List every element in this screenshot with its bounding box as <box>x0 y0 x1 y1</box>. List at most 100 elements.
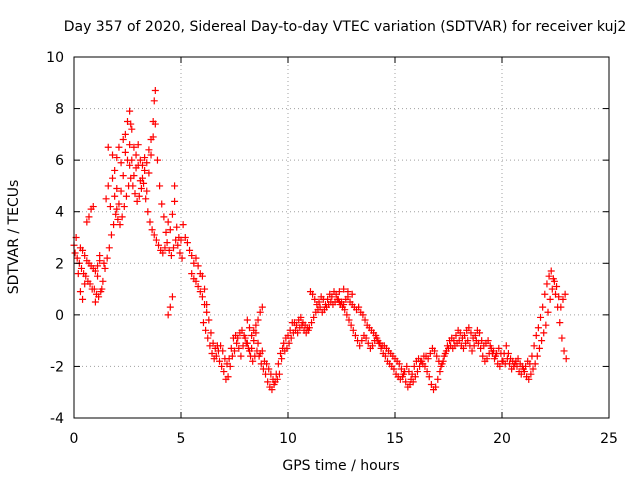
data-point <box>349 326 357 334</box>
data-point <box>113 205 121 213</box>
data-point <box>166 303 174 311</box>
data-point <box>531 360 539 368</box>
data-point <box>310 313 318 321</box>
data-point <box>119 136 127 144</box>
data-point <box>557 303 565 311</box>
data-point <box>311 295 319 303</box>
y-tick-label: 10 <box>46 50 64 66</box>
x-tick-label: 25 <box>600 431 618 447</box>
data-point <box>268 386 276 394</box>
data-point <box>270 380 278 388</box>
data-point <box>277 350 285 358</box>
data-point <box>91 267 99 275</box>
data-point <box>356 342 364 350</box>
data-point <box>547 267 555 275</box>
data-point <box>140 179 148 187</box>
data-point <box>426 350 434 358</box>
data-point <box>540 329 548 337</box>
data-point <box>476 329 484 337</box>
data-point <box>138 161 146 169</box>
data-point <box>255 352 263 360</box>
data-point <box>237 352 245 360</box>
x-tick-label: 15 <box>386 431 404 447</box>
data-point <box>148 226 156 234</box>
data-point <box>465 324 473 332</box>
data-point <box>79 295 87 303</box>
data-point <box>491 355 499 363</box>
data-point <box>535 344 543 352</box>
data-point <box>149 117 157 125</box>
data-point <box>503 355 511 363</box>
data-point <box>297 313 305 321</box>
data-point <box>164 218 172 226</box>
data-point <box>179 221 187 229</box>
data-point <box>183 239 191 247</box>
data-point <box>127 120 135 128</box>
data-point <box>510 362 518 370</box>
data-point <box>106 203 114 211</box>
data-point <box>256 308 264 316</box>
data-point <box>146 218 154 226</box>
data-point <box>361 316 369 324</box>
data-point <box>395 360 403 368</box>
data-point <box>120 203 128 211</box>
data-point <box>242 339 250 347</box>
data-point <box>249 357 257 365</box>
data-point <box>373 334 381 342</box>
data-point <box>502 342 510 350</box>
data-point <box>377 344 385 352</box>
data-point <box>158 200 166 208</box>
data-point <box>104 143 112 151</box>
data-point <box>272 370 280 378</box>
data-point <box>273 375 281 383</box>
data-point <box>156 182 164 190</box>
data-point <box>144 208 152 216</box>
data-point <box>402 378 410 386</box>
data-point <box>142 195 150 203</box>
data-point <box>219 347 227 355</box>
data-point <box>202 326 210 334</box>
data-point <box>287 334 295 342</box>
data-point <box>443 342 451 350</box>
data-point <box>413 368 421 376</box>
data-point <box>259 365 267 373</box>
data-point <box>126 107 134 115</box>
data-point <box>130 172 138 180</box>
data-point <box>556 319 564 327</box>
data-point <box>168 210 176 218</box>
data-point <box>122 192 130 200</box>
data-point <box>514 355 522 363</box>
data-point <box>130 143 138 151</box>
data-point <box>94 272 102 280</box>
data-point <box>321 301 329 309</box>
data-point <box>461 331 469 339</box>
data-point <box>173 223 181 231</box>
data-point <box>196 288 204 296</box>
data-point <box>124 156 131 164</box>
data-point <box>304 326 312 334</box>
data-point <box>467 329 475 337</box>
data-point <box>115 200 123 208</box>
data-point <box>192 254 200 262</box>
data-point <box>505 360 513 368</box>
data-point <box>168 293 176 301</box>
y-tick-label: 4 <box>55 205 64 221</box>
data-point <box>243 316 251 324</box>
data-point <box>77 264 85 272</box>
data-point <box>425 373 433 381</box>
data-point <box>126 161 134 169</box>
x-tick-label: 20 <box>493 431 511 447</box>
data-point <box>205 316 213 324</box>
data-point <box>558 334 566 342</box>
data-point <box>245 324 253 332</box>
data-point <box>358 337 366 345</box>
data-point <box>555 293 563 301</box>
data-point <box>495 344 503 352</box>
data-point <box>190 259 198 267</box>
data-point <box>135 192 143 200</box>
data-point <box>548 285 556 293</box>
data-point <box>160 213 168 221</box>
data-point <box>285 339 293 347</box>
data-point <box>204 334 212 342</box>
data-point <box>257 360 265 368</box>
